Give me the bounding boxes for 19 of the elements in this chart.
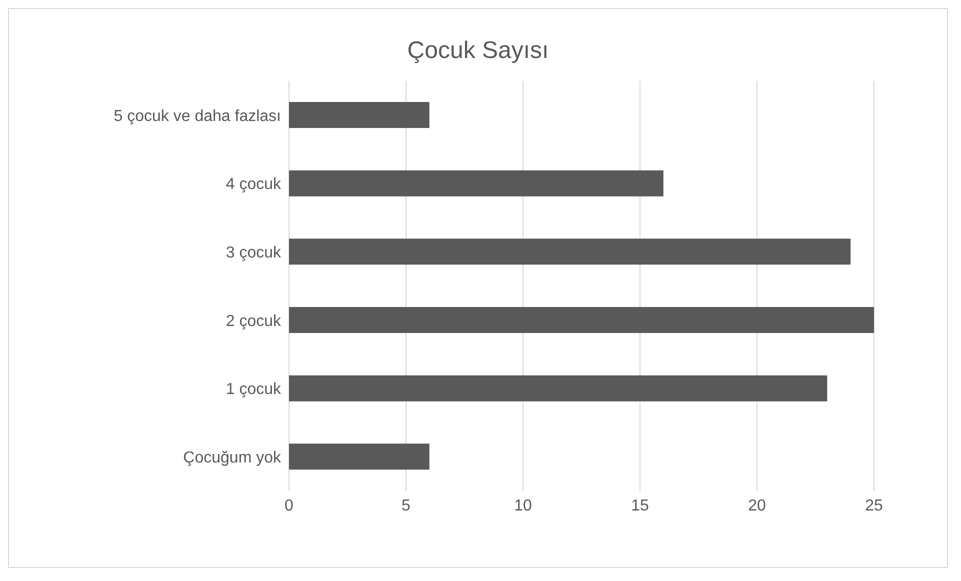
x-tick-label: 15 [631,497,649,514]
y-tick-label: 4 çocuk [226,176,282,194]
y-tick-label: 2 çocuk [226,312,282,330]
y-tick-label: Çocuğum yok [183,450,282,467]
bar [289,170,664,196]
x-tick-label: 20 [748,497,766,514]
bar [289,102,430,128]
x-tick-label: 0 [284,497,294,514]
x-tick-label: 5 [402,497,411,514]
bar [289,375,828,402]
y-tick-label: 1 çocuk [226,381,282,398]
y-tick-label: 3 çocuk [226,244,282,262]
bar [289,238,851,265]
x-tick-label: 25 [865,497,883,514]
y-tick-label: 5 çocuk ve daha fazlası [114,108,281,125]
x-tick-label: 10 [514,497,532,514]
chart-title: Çocuk Sayısı [406,36,550,66]
bar [289,444,430,470]
bar [289,307,874,333]
